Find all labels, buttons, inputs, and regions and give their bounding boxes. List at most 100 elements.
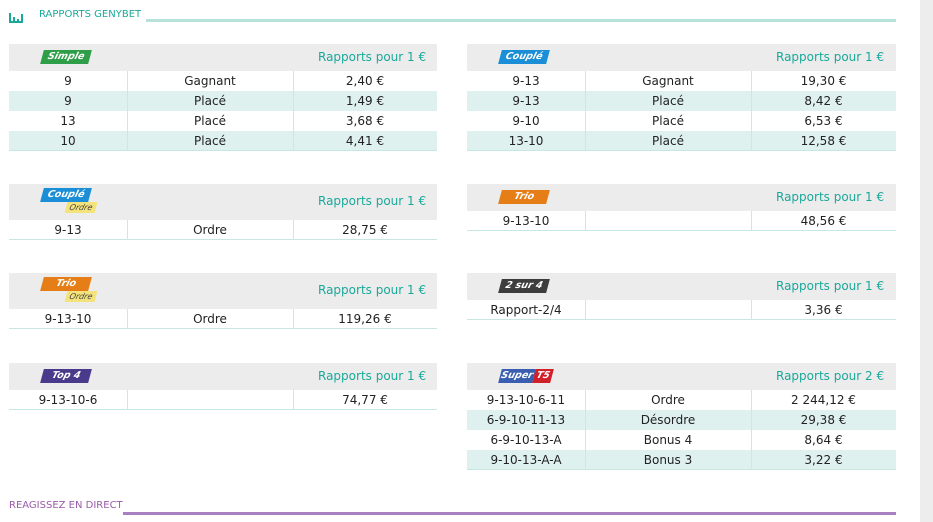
table-cell: 9-13 — [512, 94, 540, 108]
table-cell: 28,75 € — [342, 223, 388, 237]
table-cell: Placé — [652, 114, 684, 128]
table-cell: Ordre — [193, 312, 227, 326]
table-cell: 6,53 € — [804, 114, 843, 128]
cell-divider — [585, 390, 586, 410]
table-cell: Placé — [652, 134, 684, 148]
cell-divider — [293, 131, 294, 151]
cell-divider — [751, 131, 752, 151]
cell-divider — [751, 450, 752, 470]
table-cell: 74,77 € — [342, 393, 388, 407]
cell-divider — [293, 71, 294, 91]
table-cell: 9-13-10-6 — [38, 393, 98, 407]
table-cell: 9-13-10 — [502, 214, 550, 228]
bet-badge-tag: Ordre — [64, 202, 98, 213]
section-title: RAPPORTS GENYBET — [39, 9, 142, 20]
table-cell: Placé — [194, 114, 226, 128]
cell-divider — [585, 430, 586, 450]
bet-badge: Super — [498, 369, 536, 383]
table-cell: Gagnant — [184, 74, 236, 88]
table-cell: 4,41 € — [345, 134, 385, 148]
cell-divider — [585, 450, 586, 470]
table-cell: 119,26 € — [338, 312, 392, 326]
table-cell: 6-9-10-11-13 — [486, 413, 566, 427]
cell-divider — [293, 309, 294, 329]
cell-divider — [127, 390, 128, 410]
cell-divider — [585, 410, 586, 430]
table-cell: 2 244,12 € — [791, 393, 856, 407]
table-cell: 9 — [64, 94, 72, 108]
cell-divider — [293, 390, 294, 410]
table-cell: 13 — [60, 114, 76, 128]
table-row — [467, 390, 896, 410]
table-cell: Bonus 3 — [643, 453, 693, 467]
table-header-text: Rapports pour 2 € — [776, 368, 885, 383]
table-row — [9, 91, 437, 111]
table-cell: 48,56 € — [800, 214, 847, 228]
table-cell: 13-10 — [508, 134, 544, 148]
cell-divider — [751, 430, 752, 450]
table-row — [9, 390, 437, 410]
bet-badge-suffix: T5 — [532, 369, 554, 383]
cell-divider — [751, 111, 752, 131]
table-row — [9, 220, 437, 240]
bet-badge: 2 sur 4 — [498, 279, 550, 293]
table-cell: 12,58 € — [800, 134, 847, 148]
table-cell: Rapport-2/4 — [490, 303, 562, 317]
table-cell: 9 — [64, 74, 72, 88]
table-cell: Ordre — [193, 223, 227, 237]
table-row — [467, 211, 896, 231]
table-header-text: Rapports pour 1 € — [318, 368, 427, 383]
table-cell: 9-13 — [512, 74, 540, 88]
table-cell: 9-10-13-A-A — [490, 453, 562, 467]
cell-divider — [127, 309, 128, 329]
footer-rule — [123, 512, 896, 515]
chart-icon — [9, 13, 23, 23]
cell-divider — [751, 211, 752, 231]
table-header-text: Rapports pour 1 € — [776, 49, 885, 64]
table-cell: 2,40 € — [345, 74, 385, 88]
cell-divider — [127, 111, 128, 131]
cell-divider — [585, 71, 586, 91]
table-row — [9, 131, 437, 151]
table-header-text: Rapports pour 1 € — [776, 278, 885, 293]
cell-divider — [293, 111, 294, 131]
scrollbar[interactable] — [920, 0, 933, 522]
table-row — [467, 430, 896, 450]
table-row — [467, 111, 896, 131]
table-row — [467, 131, 896, 151]
table-header-text: Rapports pour 1 € — [318, 49, 427, 64]
table-row — [9, 71, 437, 91]
table-cell: 3,22 € — [804, 453, 843, 467]
cell-divider — [751, 71, 752, 91]
table-cell: Bonus 4 — [643, 433, 693, 447]
table-cell: Placé — [194, 94, 226, 108]
cell-divider — [293, 220, 294, 240]
cell-divider — [127, 71, 128, 91]
table-cell: 29,38 € — [800, 413, 847, 427]
cell-divider — [293, 91, 294, 111]
table-header-text: Rapports pour 1 € — [318, 194, 427, 208]
table-cell: 6-9-10-13-A — [490, 433, 562, 447]
table-header-text: Rapports pour 1 € — [776, 189, 885, 204]
cell-divider — [751, 91, 752, 111]
table-cell: 9-13 — [54, 223, 82, 237]
bet-badge: Trio — [498, 190, 550, 204]
table-row — [467, 91, 896, 111]
cell-divider — [585, 111, 586, 131]
cell-divider — [585, 91, 586, 111]
footer-title: REAGISSEZ EN DIRECT — [9, 500, 123, 511]
cell-divider — [127, 220, 128, 240]
bet-badge: Simple — [40, 50, 92, 64]
cell-divider — [751, 390, 752, 410]
section-rule — [146, 19, 896, 22]
table-cell: Ordre — [651, 393, 685, 407]
cell-divider — [585, 211, 586, 231]
table-cell: 3,68 € — [345, 114, 385, 128]
table-cell: Désordre — [640, 413, 696, 427]
table-cell: 19,30 € — [800, 74, 847, 88]
cell-divider — [751, 410, 752, 430]
table-cell: 1,49 € — [345, 94, 385, 108]
bet-badge-tag: Ordre — [64, 291, 98, 302]
table-header-text: Rapports pour 1 € — [318, 283, 427, 297]
